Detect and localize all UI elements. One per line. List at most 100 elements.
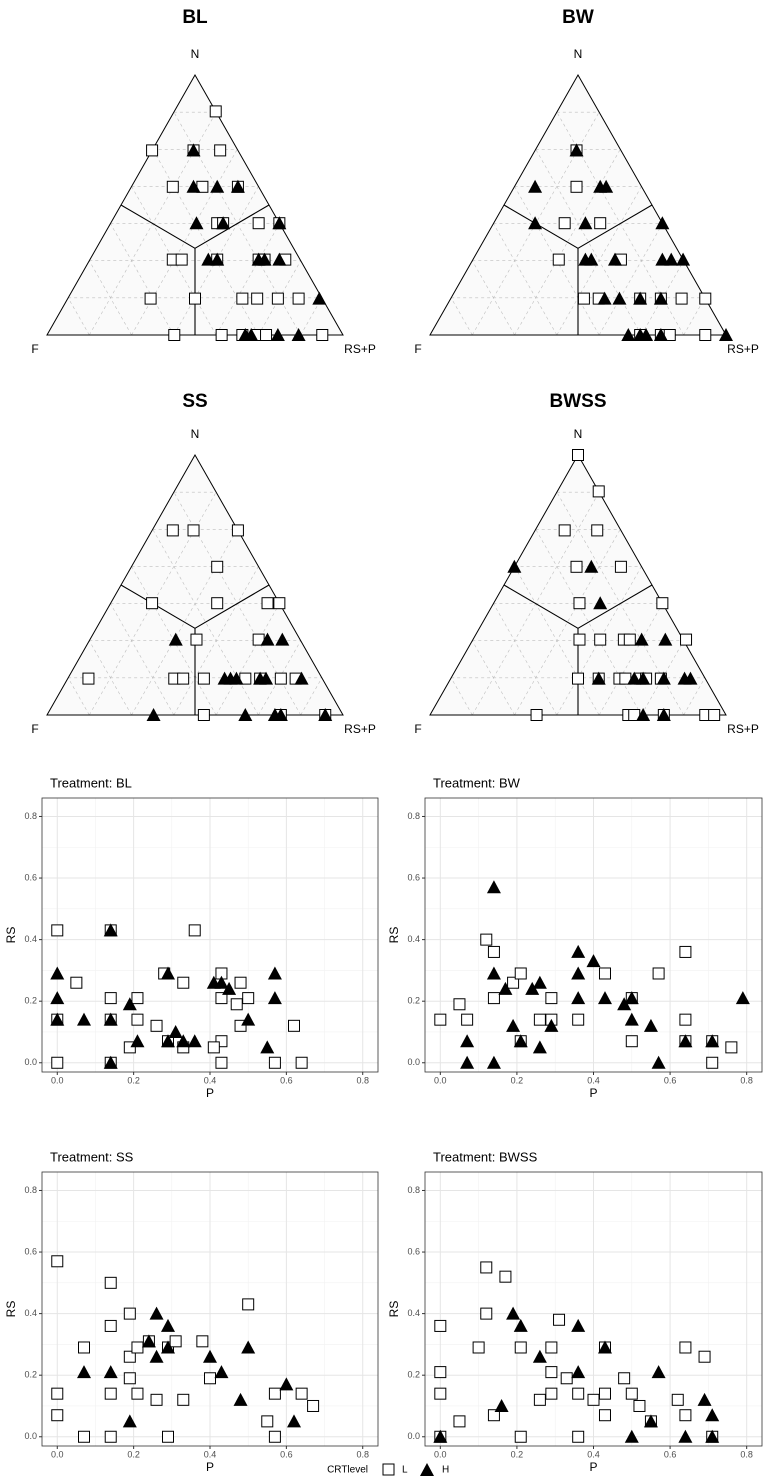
point xyxy=(216,216,231,230)
point xyxy=(122,997,137,1011)
point xyxy=(664,252,679,266)
point xyxy=(577,292,590,305)
point xyxy=(177,672,190,685)
point xyxy=(166,180,179,193)
point xyxy=(273,708,288,721)
grid-line xyxy=(472,640,515,716)
point xyxy=(625,1387,638,1400)
point xyxy=(597,291,612,305)
vertex-label: N xyxy=(574,427,583,441)
triangle xyxy=(46,73,344,336)
grid-line xyxy=(450,677,473,716)
y-tick-label: 0.8 xyxy=(407,1185,420,1195)
region-line xyxy=(194,584,270,629)
y-tick-label: 0.4 xyxy=(407,934,420,944)
point xyxy=(530,709,543,721)
y-tick-label: 0.4 xyxy=(407,1308,420,1318)
point xyxy=(123,1041,136,1054)
point xyxy=(578,216,593,230)
y-tick-label: 0.8 xyxy=(407,811,420,821)
plot-border xyxy=(41,797,379,1073)
point xyxy=(196,1335,209,1348)
point xyxy=(507,559,522,573)
point xyxy=(270,328,285,341)
point xyxy=(51,1387,64,1400)
point xyxy=(675,292,688,305)
point xyxy=(241,1340,256,1354)
y-axis-label: RS xyxy=(4,927,18,944)
point xyxy=(480,1307,493,1320)
point xyxy=(294,671,309,685)
y-tick-label: 0.6 xyxy=(407,872,420,882)
point xyxy=(599,179,614,193)
point xyxy=(50,966,65,980)
point xyxy=(572,1430,585,1443)
point xyxy=(260,1040,275,1054)
point xyxy=(291,328,306,341)
point xyxy=(197,672,210,685)
point xyxy=(222,981,237,995)
point xyxy=(141,1334,156,1348)
point xyxy=(210,252,225,266)
point xyxy=(177,1393,190,1406)
region-line xyxy=(577,204,653,249)
y-tick-label: 0.2 xyxy=(24,1370,37,1380)
point xyxy=(591,671,606,685)
grid-line xyxy=(89,640,132,716)
point xyxy=(584,252,599,266)
point xyxy=(571,944,586,958)
region-line xyxy=(503,584,579,629)
point xyxy=(639,328,654,341)
vertex-label: RS+P xyxy=(727,722,759,736)
point xyxy=(130,1034,145,1048)
point xyxy=(169,1335,182,1348)
grid-line xyxy=(683,297,706,336)
chart-title: Treatment: BL xyxy=(50,775,132,790)
x-tick-label: 0.8 xyxy=(740,1075,753,1085)
point xyxy=(260,329,273,341)
x-tick-label: 0.2 xyxy=(127,1449,140,1459)
point xyxy=(176,1034,191,1048)
point xyxy=(658,632,673,646)
point xyxy=(433,1429,448,1443)
point xyxy=(242,992,255,1005)
chart-title: BW xyxy=(562,7,594,28)
point xyxy=(480,933,493,946)
point xyxy=(271,292,284,305)
point xyxy=(131,1013,144,1026)
point xyxy=(656,597,669,610)
point xyxy=(162,1430,174,1443)
point xyxy=(434,1387,447,1400)
point xyxy=(287,1414,301,1428)
point xyxy=(274,672,287,685)
point xyxy=(460,1055,475,1069)
grid-line xyxy=(173,566,259,716)
point xyxy=(318,708,333,721)
point xyxy=(288,1019,300,1032)
point xyxy=(434,1319,447,1332)
point xyxy=(187,1034,202,1048)
point xyxy=(573,633,586,646)
y-tick-label: 0.8 xyxy=(24,811,37,821)
legend-key-h xyxy=(420,1463,434,1476)
point xyxy=(251,292,264,305)
point xyxy=(186,143,201,157)
x-tick-label: 0.4 xyxy=(587,1075,600,1085)
point xyxy=(591,524,604,537)
x-axis-label: P xyxy=(206,1460,214,1474)
region-line xyxy=(503,204,579,249)
point xyxy=(268,1430,281,1443)
point xyxy=(683,671,698,685)
point xyxy=(50,1012,65,1026)
point xyxy=(532,1349,547,1363)
point xyxy=(131,992,144,1005)
point xyxy=(231,524,244,537)
point xyxy=(678,1034,693,1048)
point xyxy=(161,1034,175,1048)
point xyxy=(655,252,670,266)
point xyxy=(292,292,305,305)
y-tick-label: 0.4 xyxy=(24,934,37,944)
point xyxy=(234,1019,247,1032)
point xyxy=(544,1018,559,1032)
point xyxy=(207,1041,220,1054)
